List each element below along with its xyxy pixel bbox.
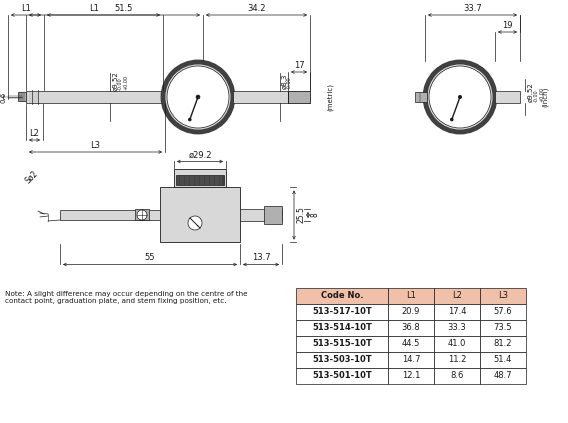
Bar: [434, 320, 480, 336]
Circle shape: [458, 95, 462, 99]
Bar: [296, 320, 388, 336]
Bar: [480, 320, 526, 336]
Bar: [480, 304, 526, 320]
Text: 17: 17: [294, 61, 304, 70]
Bar: [288, 91, 310, 103]
Bar: [296, 336, 388, 352]
Bar: [480, 288, 526, 304]
Circle shape: [188, 118, 191, 121]
Text: 513-501-10T: 513-501-10T: [312, 371, 372, 381]
Text: 13.7: 13.7: [252, 253, 270, 263]
Text: -0.00
+0.00: -0.00 +0.00: [534, 86, 545, 102]
Bar: [434, 368, 480, 384]
Text: L1: L1: [21, 4, 31, 13]
Text: L2: L2: [30, 129, 39, 138]
Text: 14.7: 14.7: [402, 355, 420, 365]
Text: 48.7: 48.7: [494, 371, 512, 381]
Bar: [495, 91, 520, 103]
Text: L1: L1: [406, 291, 416, 300]
Text: 12.1: 12.1: [402, 371, 420, 381]
Circle shape: [137, 210, 147, 220]
Bar: [176, 176, 224, 186]
Bar: [296, 352, 388, 368]
Bar: [233, 91, 310, 103]
Text: ø9.52: ø9.52: [113, 71, 119, 91]
Text: 8: 8: [310, 213, 319, 217]
Text: 513-514-10T: 513-514-10T: [312, 324, 372, 332]
Text: ø29.2: ø29.2: [188, 151, 212, 159]
Text: 34.2: 34.2: [247, 4, 266, 13]
Text: 33.7: 33.7: [463, 4, 482, 13]
Text: Code No.: Code No.: [321, 291, 364, 300]
Text: ø9.52: ø9.52: [528, 82, 534, 102]
Text: 73.5: 73.5: [494, 324, 512, 332]
Bar: [388, 304, 434, 320]
Bar: [434, 304, 480, 320]
Bar: [18, 93, 26, 102]
Bar: [434, 336, 480, 352]
Bar: [296, 304, 388, 320]
Text: 513-515-10T: 513-515-10T: [312, 340, 372, 349]
Text: 81.2: 81.2: [494, 340, 512, 349]
Circle shape: [196, 95, 200, 99]
Bar: [160, 187, 240, 242]
Text: Sø2: Sø2: [24, 169, 40, 186]
Bar: [388, 352, 434, 368]
Text: 513-517-10T: 513-517-10T: [312, 308, 372, 316]
Text: 33.3: 33.3: [448, 324, 466, 332]
Bar: [415, 92, 427, 102]
Bar: [434, 288, 480, 304]
Bar: [388, 336, 434, 352]
Text: 36.8: 36.8: [402, 324, 420, 332]
Text: L2: L2: [452, 291, 462, 300]
Circle shape: [163, 62, 233, 132]
Text: -0.00: -0.00: [287, 77, 292, 89]
Circle shape: [450, 118, 454, 121]
Text: ø8.3: ø8.3: [282, 73, 288, 89]
Bar: [388, 288, 434, 304]
Text: 20.9: 20.9: [402, 308, 420, 316]
Text: (inch): (inch): [542, 87, 548, 107]
Bar: [388, 320, 434, 336]
Text: 17.4: 17.4: [448, 308, 466, 316]
Circle shape: [188, 216, 202, 230]
Bar: [174, 170, 226, 187]
Text: -0.00
+0.00: -0.00 +0.00: [118, 75, 129, 91]
Text: Note: A slight difference may occur depending on the centre of the
contact point: Note: A slight difference may occur depe…: [5, 291, 248, 304]
Text: 41.0: 41.0: [448, 340, 466, 349]
Text: 11.2: 11.2: [448, 355, 466, 365]
Circle shape: [167, 66, 229, 128]
Text: L1: L1: [90, 4, 99, 13]
Text: 25.5: 25.5: [296, 206, 305, 223]
Bar: [60, 210, 160, 220]
Text: 55: 55: [145, 253, 155, 263]
Bar: [135, 209, 149, 220]
Bar: [296, 288, 388, 304]
Circle shape: [429, 66, 491, 128]
Text: L3: L3: [498, 291, 508, 300]
Bar: [296, 368, 388, 384]
Text: 19: 19: [502, 21, 513, 30]
Bar: [480, 336, 526, 352]
Text: L3: L3: [90, 141, 101, 150]
Circle shape: [425, 62, 495, 132]
Bar: [26, 91, 163, 103]
Text: 57.6: 57.6: [494, 308, 512, 316]
Bar: [480, 352, 526, 368]
Text: 513-503-10T: 513-503-10T: [312, 355, 372, 365]
Bar: [264, 206, 282, 224]
Text: 51.5: 51.5: [114, 4, 133, 13]
Bar: [434, 352, 480, 368]
Text: 8.6: 8.6: [450, 371, 463, 381]
Text: (metric): (metric): [327, 83, 333, 111]
Bar: [240, 209, 282, 221]
Text: 44.5: 44.5: [402, 340, 420, 349]
Text: 0.6: 0.6: [0, 91, 6, 103]
Bar: [388, 368, 434, 384]
Bar: [480, 368, 526, 384]
Text: 51.4: 51.4: [494, 355, 512, 365]
